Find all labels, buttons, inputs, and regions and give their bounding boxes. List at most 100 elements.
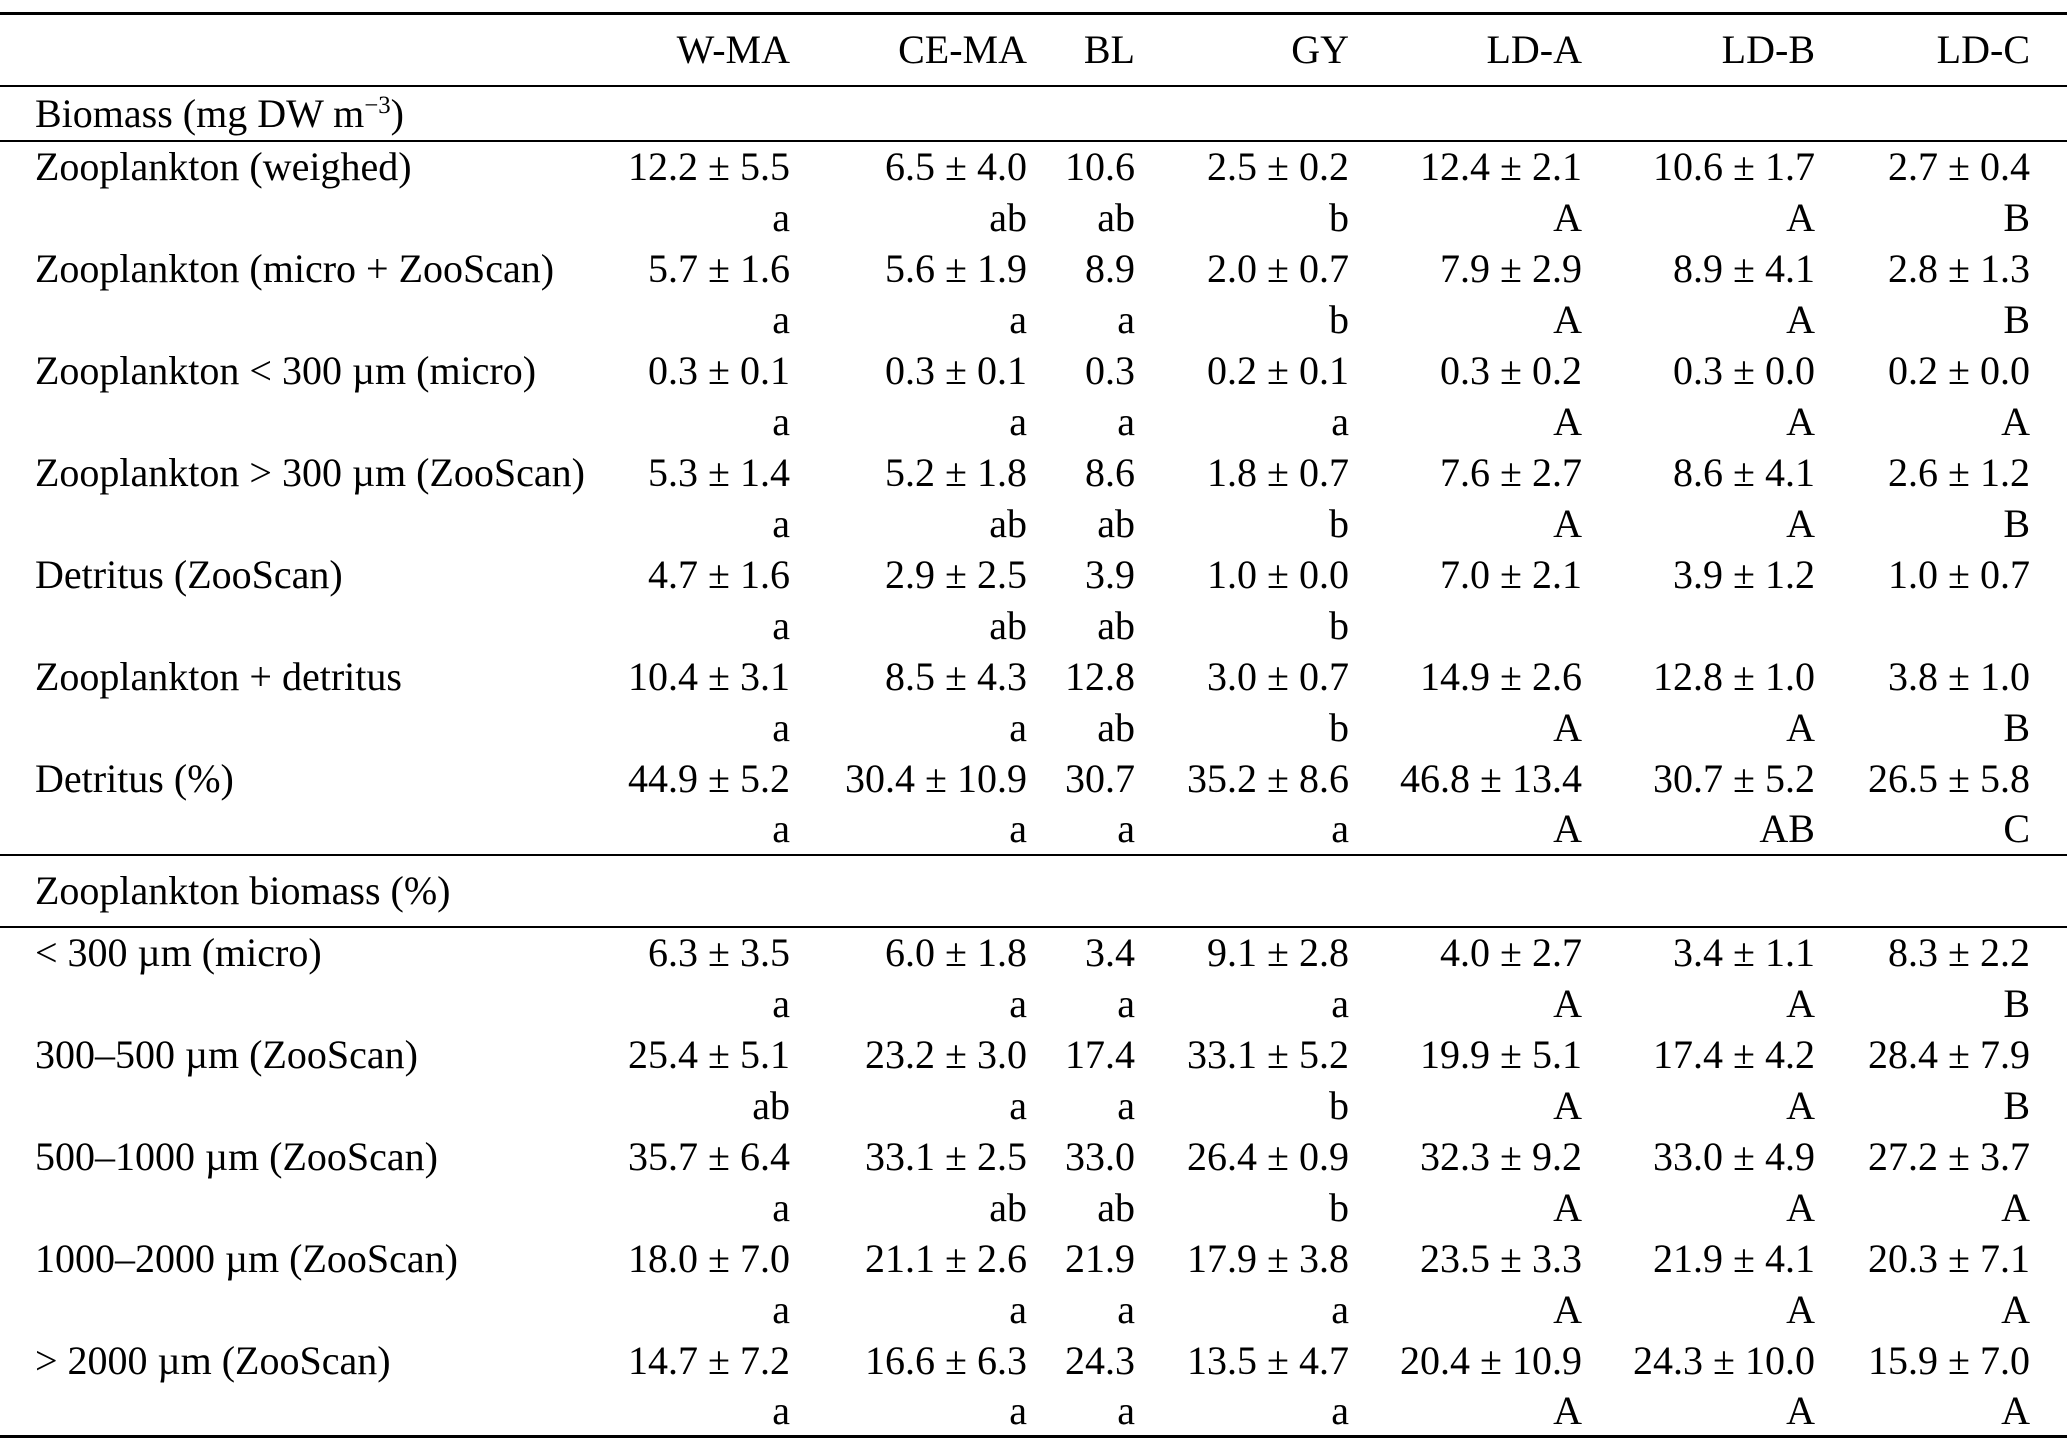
row-label: Zooplankton > 300 µm (ZooScan) [35,449,585,495]
significance-letter-cell: A [1786,500,1815,546]
row-label: 300–500 µm (ZooScan) [35,1031,418,1077]
table-row-letters: a ab ab b A A B [0,498,2067,549]
significance-letter-cell: a [772,704,790,750]
significance-letter-cell: a [1009,704,1027,750]
section-title-text: Biomass (mg DW m [35,90,365,136]
value-cell: 12.4 ± 2.1 [1420,144,1582,189]
significance-letter-cell: a [1009,806,1027,851]
table-row-values: Zooplankton (micro + ZooScan) 5.7 ± 1.6 5.… [0,243,2067,294]
value-cell: 2.5 ± 0.2 [1207,144,1349,189]
row-label: Zooplankton (weighed) [35,144,412,189]
significance-letter-cell: A [1786,1387,1815,1433]
section-header-row: Biomass (mg DW m−3) [0,84,2067,142]
value-cell: 6.0 ± 1.8 [885,930,1027,975]
spacer-cell [2030,345,2067,396]
significance-letter-cell: A [1786,1082,1815,1128]
significance-letter-cell: A [1786,398,1815,444]
value-cell: 10.6 [1065,144,1135,189]
row-label: Detritus (ZooScan) [35,551,343,597]
value-cell: 19.9 ± 5.1 [1420,1031,1582,1077]
spacer-cell [2030,1182,2067,1233]
significance-letter-cell [1815,600,2030,651]
value-cell: 30.7 [1065,755,1135,801]
significance-letter-cell: A [1553,398,1582,444]
significance-letter-cell: ab [1097,602,1135,648]
significance-letter-cell: b [1329,500,1349,546]
value-cell: 21.1 ± 2.6 [865,1235,1027,1281]
header-col-wma: W-MA [560,13,790,87]
significance-letter-cell: B [2003,296,2030,342]
significance-letter-cell: a [1117,1387,1135,1433]
value-cell: 4.7 ± 1.6 [648,551,790,597]
header-col-cema: CE-MA [790,13,1027,87]
significance-letter-cell: B [2003,194,2030,240]
value-cell: 13.5 ± 4.7 [1187,1337,1349,1383]
significance-letter-cell: a [772,806,790,851]
significance-letter-cell: a [772,500,790,546]
row-label: Detritus (%) [35,755,234,801]
value-cell: 3.4 [1085,930,1135,975]
value-cell: 44.9 ± 5.2 [628,755,790,801]
value-cell: 33.1 ± 5.2 [1187,1031,1349,1077]
table-body: Biomass (mg DW m−3) Zooplankton (weighed)… [0,84,2067,1437]
value-cell: 0.2 ± 0.0 [1888,347,2030,393]
spacer-cell [2030,1029,2067,1080]
table-row-values: Detritus (ZooScan) 4.7 ± 1.6 2.9 ± 2.5 3.9 1… [0,549,2067,600]
value-cell: 17.4 ± 4.2 [1653,1031,1815,1077]
row-label: 500–1000 µm (ZooScan) [35,1133,438,1179]
empty-cell [0,702,560,753]
value-cell: 14.9 ± 2.6 [1420,653,1582,699]
significance-letter-cell: A [1553,500,1582,546]
row-label: Zooplankton + detritus [35,653,402,699]
significance-letter-cell: A [1553,296,1582,342]
table-row-values: 500–1000 µm (ZooScan) 35.7 ± 6.4 33.1 ± 2.… [0,1131,2067,1182]
value-cell: 7.6 ± 2.7 [1440,449,1582,495]
spacer-cell [2030,978,2067,1029]
value-cell: 28.4 ± 7.9 [1868,1031,2030,1077]
significance-letter-cell: a [1117,980,1135,1026]
significance-letter-cell: a [1331,806,1349,851]
header-row: W-MA CE-MA BL GY LD-A LD-B LD-C [0,13,2067,87]
section-title-superscript: −3 [364,91,391,119]
significance-letter-cell: ab [989,602,1027,648]
value-cell: 18.0 ± 7.0 [628,1235,790,1281]
significance-letter-cell: ab [989,1184,1027,1230]
value-cell: 2.0 ± 0.7 [1207,245,1349,291]
table-row-values: Zooplankton < 300 µm (micro) 0.3 ± 0.1 0.3… [0,345,2067,396]
significance-letter-cell: b [1329,194,1349,240]
spacer-cell [2030,396,2067,447]
value-cell: 0.3 ± 0.0 [1673,347,1815,393]
value-cell: 8.9 [1085,245,1135,291]
value-cell: 9.1 ± 2.8 [1207,930,1349,975]
significance-letter-cell: A [1553,1387,1582,1433]
value-cell: 33.0 [1065,1133,1135,1179]
significance-letter-cell: a [1009,1286,1027,1332]
significance-letter-cell: A [1553,1082,1582,1128]
significance-letter-cell: B [2003,980,2030,1026]
value-cell: 2.6 ± 1.2 [1888,449,2030,495]
value-cell: 3.0 ± 0.7 [1207,653,1349,699]
table-row-values: 300–500 µm (ZooScan) 25.4 ± 5.1 23.2 ± 3.0… [0,1029,2067,1080]
value-cell: 5.6 ± 1.9 [885,245,1027,291]
value-cell: 7.0 ± 2.1 [1440,551,1582,597]
empty-cell [0,1386,560,1437]
significance-letter-cell: ab [989,500,1027,546]
spacer-cell [2030,927,2067,978]
significance-letter-cell: a [772,398,790,444]
value-cell: 2.9 ± 2.5 [885,551,1027,597]
significance-letter-cell: a [1009,980,1027,1026]
significance-letter-cell: A [2001,1184,2030,1230]
significance-letter-cell: A [2001,398,2030,444]
value-cell: 26.4 ± 0.9 [1187,1133,1349,1179]
significance-letter-cell: A [1786,194,1815,240]
table-row-values: < 300 µm (micro) 6.3 ± 3.5 6.0 ± 1.8 3.4 9.1… [0,927,2067,978]
significance-letter-cell: b [1329,296,1349,342]
value-cell: 23.5 ± 3.3 [1420,1235,1582,1281]
spacer-cell [2030,447,2067,498]
significance-letter-cell: a [772,980,790,1026]
significance-letter-cell: A [1553,980,1582,1026]
spacer-cell [2030,804,2067,855]
table-row-values: Detritus (%) 44.9 ± 5.2 30.4 ± 10.9 30.7 35.… [0,753,2067,804]
value-cell: 12.8 ± 1.0 [1653,653,1815,699]
biomass-table: W-MA CE-MA BL GY LD-A LD-B LD-C Biomass … [0,12,2067,1438]
